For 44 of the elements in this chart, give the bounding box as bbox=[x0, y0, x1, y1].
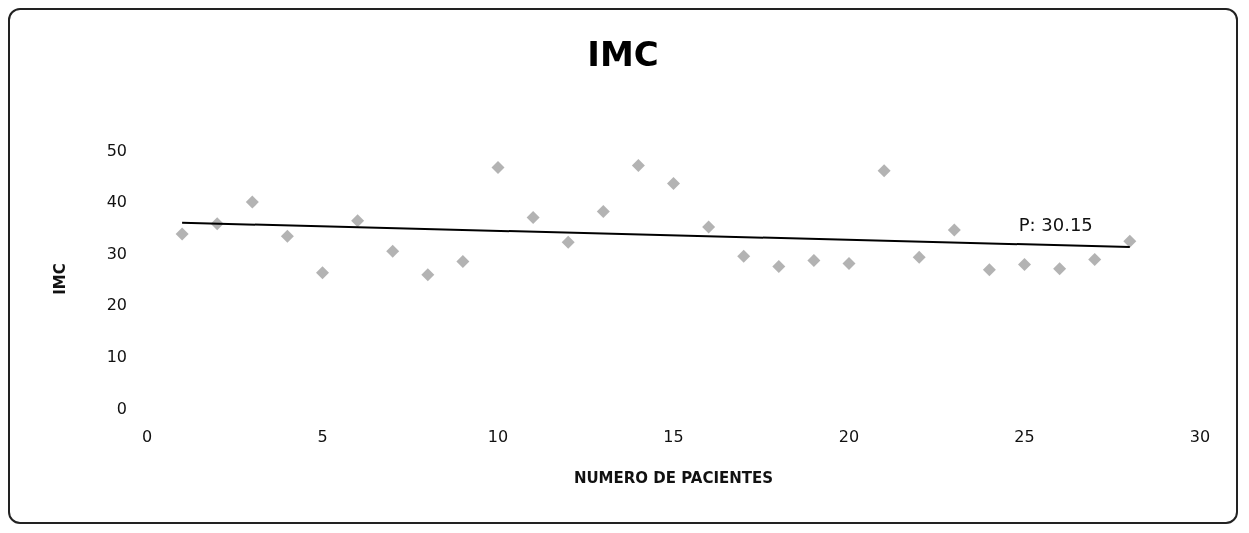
point bbox=[280, 229, 294, 243]
x-tick-label: 10 bbox=[487, 426, 509, 446]
point bbox=[631, 158, 645, 172]
x-tick-label: 25 bbox=[1014, 426, 1035, 446]
annotation: P: 30.15 bbox=[1018, 213, 1093, 235]
point bbox=[982, 263, 996, 277]
point bbox=[596, 204, 610, 218]
point bbox=[245, 195, 259, 209]
point bbox=[702, 220, 716, 234]
x-tick-label: 5 bbox=[317, 426, 328, 446]
point bbox=[1053, 262, 1067, 276]
y-axis-title: IMC bbox=[50, 263, 69, 295]
x-axis-title: NUMERO DE PACIENTES bbox=[573, 468, 774, 487]
x-tick-label: 15 bbox=[663, 426, 684, 446]
point bbox=[1123, 234, 1137, 248]
point bbox=[737, 249, 751, 263]
point bbox=[1088, 252, 1102, 266]
y-tick-label: 30 bbox=[106, 243, 127, 263]
point bbox=[316, 266, 329, 280]
point bbox=[877, 164, 891, 178]
point bbox=[456, 254, 470, 268]
point bbox=[772, 260, 786, 274]
y-tick-label: 20 bbox=[106, 295, 127, 315]
point bbox=[421, 268, 435, 282]
point bbox=[386, 244, 400, 258]
x-tick-label: 30 bbox=[1189, 426, 1211, 446]
point bbox=[351, 214, 365, 228]
y-tick-label: 50 bbox=[106, 140, 127, 160]
point bbox=[491, 161, 505, 175]
y-tick-label: 40 bbox=[106, 192, 127, 212]
point bbox=[912, 250, 926, 264]
point bbox=[842, 257, 856, 271]
point bbox=[561, 235, 575, 249]
point bbox=[175, 227, 189, 241]
y-tick-label: 10 bbox=[106, 346, 127, 366]
point bbox=[1018, 258, 1031, 272]
point bbox=[667, 177, 680, 191]
chart-title: IMC bbox=[587, 34, 659, 74]
x-tick-label: 0 bbox=[141, 426, 153, 446]
point bbox=[807, 253, 821, 267]
y-tick-label: 0 bbox=[116, 398, 127, 418]
point bbox=[526, 211, 540, 225]
x-tick-label: 20 bbox=[838, 426, 860, 446]
point bbox=[947, 223, 961, 237]
